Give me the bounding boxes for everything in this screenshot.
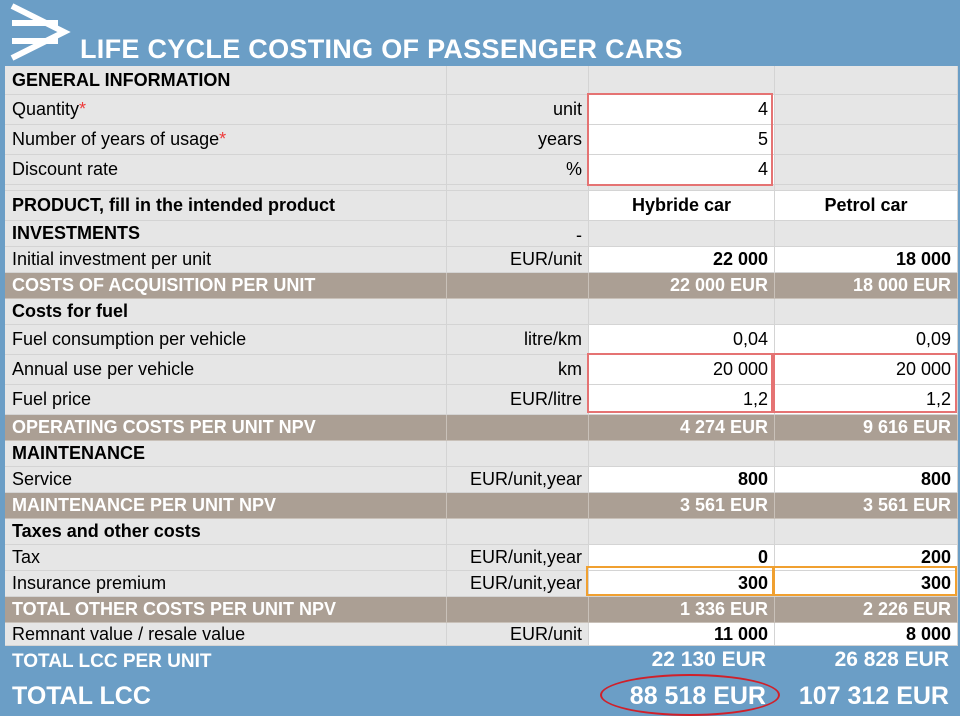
unit-cell: years bbox=[447, 125, 589, 155]
row-label: Fuel price bbox=[5, 385, 447, 415]
tax-petrol[interactable]: 200 bbox=[775, 545, 958, 571]
total-lcc-per-unit-petrol: 26 828 EUR bbox=[834, 648, 949, 671]
row-label: Discount rate bbox=[5, 155, 447, 185]
summary-label: MAINTENANCE PER UNIT NPV bbox=[5, 493, 447, 519]
unit-cell: km bbox=[447, 355, 589, 385]
section-heading: GENERAL INFORMATION bbox=[5, 66, 447, 95]
acquisition-cost-petrol: 18 000 EUR bbox=[775, 273, 958, 299]
row-label: Service bbox=[5, 467, 447, 493]
page-title: LIFE CYCLE COSTING OF PASSENGER CARS bbox=[80, 34, 683, 64]
fuel-consumption-petrol[interactable]: 0,09 bbox=[775, 325, 958, 355]
remnant-value-petrol[interactable]: 8 000 bbox=[775, 623, 958, 646]
table-row-operating-summary: OPERATING COSTS PER UNIT NPV 4 274 EUR 9… bbox=[5, 415, 958, 441]
operating-cost-hybrid: 4 274 EUR bbox=[589, 415, 775, 441]
years-of-usage-input[interactable]: 5 bbox=[589, 125, 775, 155]
total-lcc-per-unit-label: TOTAL LCC PER UNIT bbox=[12, 651, 212, 672]
total-lcc-per-unit-row: TOTAL LCC PER UNIT 22 130 EUR 26 828 EUR bbox=[0, 647, 960, 675]
tax-hybrid[interactable]: 0 bbox=[589, 545, 775, 571]
summary-label: OPERATING COSTS PER UNIT NPV bbox=[5, 415, 447, 441]
table-row-quantity: Quantity * unit 4 bbox=[5, 95, 958, 125]
table-row-maintenance: MAINTENANCE bbox=[5, 441, 958, 467]
unit-cell: EUR/unit bbox=[447, 247, 589, 273]
maintenance-cost-petrol: 3 561 EUR bbox=[775, 493, 958, 519]
total-lcc-per-unit-hybrid: 22 130 EUR bbox=[651, 648, 766, 671]
lcc-spreadsheet: GENERAL INFORMATION Quantity * unit 4 Num… bbox=[5, 66, 958, 646]
operating-cost-petrol: 9 616 EUR bbox=[775, 415, 958, 441]
table-row-remnant-value: Remnant value / resale value EUR/unit 11… bbox=[5, 623, 958, 646]
total-lcc-hybrid: 88 518 EUR bbox=[629, 682, 766, 710]
unit-cell: EUR/unit,year bbox=[447, 467, 589, 493]
total-lcc-label: TOTAL LCC bbox=[12, 682, 151, 710]
insurance-hybrid[interactable]: 300 bbox=[589, 571, 775, 597]
header-bar: LIFE CYCLE COSTING OF PASSENGER CARS bbox=[0, 0, 960, 66]
quantity-input[interactable]: 4 bbox=[589, 95, 775, 125]
section-heading: MAINTENANCE bbox=[5, 441, 447, 467]
row-label: Annual use per vehicle bbox=[5, 355, 447, 385]
row-label: Quantity * bbox=[5, 95, 447, 125]
row-label: Number of years of usage * bbox=[5, 125, 447, 155]
row-label: Insurance premium bbox=[5, 571, 447, 597]
total-lcc-row: TOTAL LCC 88 518 EUR 107 312 EUR bbox=[0, 678, 960, 716]
annual-use-hybrid[interactable]: 20 000 bbox=[589, 355, 775, 385]
table-row-spacer bbox=[5, 185, 958, 191]
row-label: Remnant value / resale value bbox=[5, 623, 447, 646]
initial-investment-petrol[interactable]: 18 000 bbox=[775, 247, 958, 273]
fuel-consumption-hybrid[interactable]: 0,04 bbox=[589, 325, 775, 355]
section-heading: INVESTMENTS bbox=[5, 221, 447, 247]
double-chevron-logo-icon bbox=[10, 3, 71, 61]
annual-use-petrol[interactable]: 20 000 bbox=[775, 355, 958, 385]
table-row-fuel-consumption: Fuel consumption per vehicle litre/km 0,… bbox=[5, 325, 958, 355]
table-row-annual-use: Annual use per vehicle km 20 000 20 000 bbox=[5, 355, 958, 385]
table-row-taxes-heading: Taxes and other costs bbox=[5, 519, 958, 545]
unit-cell: - bbox=[447, 221, 589, 247]
table-row-discount-rate: Discount rate % 4 bbox=[5, 155, 958, 185]
unit-cell: EUR/unit,year bbox=[447, 571, 589, 597]
section-heading: PRODUCT, fill in the intended product bbox=[5, 191, 447, 221]
remnant-value-hybrid[interactable]: 11 000 bbox=[589, 623, 775, 646]
required-asterisk: * bbox=[219, 129, 227, 149]
row-label: Tax bbox=[5, 545, 447, 571]
table-row-fuel-price: Fuel price EUR/litre 1,2 1,2 bbox=[5, 385, 958, 415]
product-name-petrol[interactable]: Petrol car bbox=[775, 191, 958, 221]
discount-rate-input[interactable]: 4 bbox=[589, 155, 775, 185]
table-row-years-of-usage: Number of years of usage * years 5 bbox=[5, 125, 958, 155]
table-row-investments: INVESTMENTS - bbox=[5, 221, 958, 247]
table-row-costs-for-fuel: Costs for fuel bbox=[5, 299, 958, 325]
table-row-product: PRODUCT, fill in the intended product Hy… bbox=[5, 191, 958, 221]
table-row-insurance: Insurance premium EUR/unit,year 300 300 bbox=[5, 571, 958, 597]
table-row-tax: Tax EUR/unit,year 0 200 bbox=[5, 545, 958, 571]
summary-label: TOTAL OTHER COSTS PER UNIT NPV bbox=[5, 597, 447, 623]
service-petrol[interactable]: 800 bbox=[775, 467, 958, 493]
unit-cell: EUR/unit bbox=[447, 623, 589, 646]
unit-cell: unit bbox=[447, 95, 589, 125]
table-row-other-costs-summary: TOTAL OTHER COSTS PER UNIT NPV 1 336 EUR… bbox=[5, 597, 958, 623]
total-lcc-petrol: 107 312 EUR bbox=[798, 682, 949, 710]
other-costs-petrol: 2 226 EUR bbox=[775, 597, 958, 623]
table-row-initial-investment: Initial investment per unit EUR/unit 22 … bbox=[5, 247, 958, 273]
insurance-petrol[interactable]: 300 bbox=[775, 571, 958, 597]
summary-label: COSTS OF ACQUISITION PER UNIT bbox=[5, 273, 447, 299]
section-heading: Taxes and other costs bbox=[5, 519, 447, 545]
row-label: Initial investment per unit bbox=[5, 247, 447, 273]
section-heading: Costs for fuel bbox=[5, 299, 447, 325]
row-label: Fuel consumption per vehicle bbox=[5, 325, 447, 355]
table-row-general-information: GENERAL INFORMATION bbox=[5, 66, 958, 95]
service-hybrid[interactable]: 800 bbox=[589, 467, 775, 493]
table-row-acquisition-summary: COSTS OF ACQUISITION PER UNIT 22 000 EUR… bbox=[5, 273, 958, 299]
required-asterisk: * bbox=[79, 99, 87, 119]
acquisition-cost-hybrid: 22 000 EUR bbox=[589, 273, 775, 299]
fuel-price-hybrid[interactable]: 1,2 bbox=[589, 385, 775, 415]
unit-cell: EUR/litre bbox=[447, 385, 589, 415]
other-costs-hybrid: 1 336 EUR bbox=[589, 597, 775, 623]
table-row-maintenance-summary: MAINTENANCE PER UNIT NPV 3 561 EUR 3 561… bbox=[5, 493, 958, 519]
table-row-service: Service EUR/unit,year 800 800 bbox=[5, 467, 958, 493]
unit-cell: EUR/unit,year bbox=[447, 545, 589, 571]
initial-investment-hybrid[interactable]: 22 000 bbox=[589, 247, 775, 273]
product-name-hybrid[interactable]: Hybride car bbox=[589, 191, 775, 221]
unit-cell: litre/km bbox=[447, 325, 589, 355]
fuel-price-petrol[interactable]: 1,2 bbox=[775, 385, 958, 415]
unit-cell: % bbox=[447, 155, 589, 185]
maintenance-cost-hybrid: 3 561 EUR bbox=[589, 493, 775, 519]
